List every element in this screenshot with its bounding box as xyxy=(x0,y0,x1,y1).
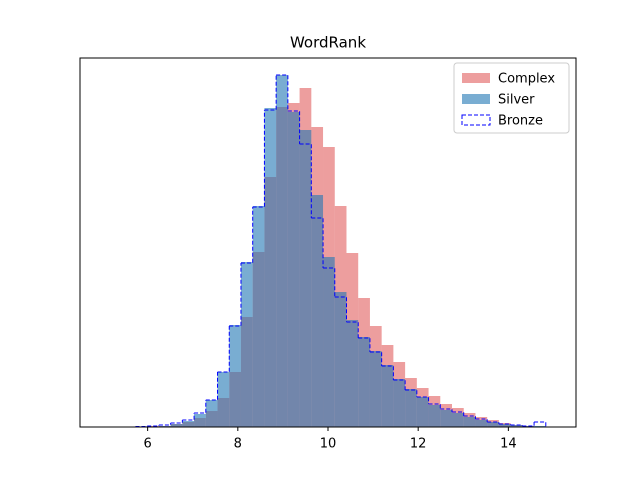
x-tick-label: 12 xyxy=(410,437,427,452)
x-tick-label: 6 xyxy=(143,437,151,452)
histogram-bar xyxy=(416,397,429,427)
histogram-step xyxy=(287,110,301,144)
histogram-bar xyxy=(463,417,476,427)
legend-swatch xyxy=(461,114,491,126)
histogram-bar xyxy=(475,420,488,427)
histogram-step xyxy=(440,408,453,412)
histogram-bar xyxy=(381,365,394,427)
histogram-bar xyxy=(334,292,347,427)
histogram-bar xyxy=(487,422,499,427)
histogram-step xyxy=(346,321,359,338)
histogram-step xyxy=(358,337,371,352)
histogram-step xyxy=(369,351,383,366)
histogram-bar xyxy=(311,195,324,427)
histogram-bar xyxy=(170,424,183,427)
histogram-bar xyxy=(428,405,441,427)
histogram-step xyxy=(475,418,488,422)
histogram-step xyxy=(487,421,500,424)
histogram-bar xyxy=(358,337,370,427)
legend-label: Bronze xyxy=(498,114,543,129)
histogram-step xyxy=(428,403,441,409)
histogram-step xyxy=(276,74,289,111)
histogram-step xyxy=(240,207,254,264)
legend-label: Silver xyxy=(498,93,535,108)
histogram-bar xyxy=(229,325,241,427)
histogram-bar xyxy=(498,424,511,427)
histogram-step xyxy=(381,365,394,380)
histogram-step xyxy=(405,389,418,397)
legend-swatch xyxy=(462,73,490,83)
histogram-step xyxy=(135,426,148,427)
histogram-bar xyxy=(240,262,253,427)
histogram-step xyxy=(264,75,277,111)
histogram-step xyxy=(194,400,207,414)
histogram-step xyxy=(229,263,242,327)
histogram-step xyxy=(217,326,230,373)
histogram-bar xyxy=(393,379,406,427)
x-tick-label: 14 xyxy=(500,437,517,452)
histogram-step xyxy=(182,413,195,421)
histogram-bar xyxy=(369,351,382,427)
histogram-step xyxy=(334,296,347,322)
chart-title: WordRank xyxy=(290,34,366,52)
histogram-step xyxy=(416,396,430,404)
histogram-bar xyxy=(264,108,277,427)
histogram-bar xyxy=(405,389,417,427)
histogram-step xyxy=(463,415,476,419)
x-tick-label: 8 xyxy=(234,437,242,452)
x-tick-label: 10 xyxy=(320,437,337,452)
histogram-bar xyxy=(287,112,300,427)
histogram-step xyxy=(311,217,324,268)
histogram-bar xyxy=(323,257,335,427)
histogram-bar xyxy=(510,425,523,427)
legend-swatch xyxy=(462,94,490,104)
histogram-step xyxy=(205,372,219,401)
histogram-step xyxy=(393,379,406,390)
histogram-step xyxy=(299,143,312,218)
histogram-step xyxy=(323,267,336,297)
histogram-bar xyxy=(299,130,312,427)
histogram-step xyxy=(534,421,547,427)
histogram-bar xyxy=(452,413,464,427)
histogram-bar xyxy=(182,421,195,427)
histogram-bar xyxy=(205,400,218,427)
histogram-bar xyxy=(252,206,265,427)
histogram-step xyxy=(147,425,160,427)
histogram-step xyxy=(452,411,465,416)
histogram-bar xyxy=(276,75,288,427)
histogram-bar xyxy=(217,372,230,427)
histogram-step xyxy=(158,423,172,426)
histogram-step xyxy=(170,420,183,424)
histogram-bar xyxy=(440,410,452,427)
legend-label: Complex xyxy=(498,72,555,87)
histogram-step xyxy=(522,422,535,427)
histogram-bar xyxy=(346,320,359,427)
histogram-bar xyxy=(194,414,206,427)
histogram-step xyxy=(252,110,265,208)
histogram-step xyxy=(498,423,512,425)
